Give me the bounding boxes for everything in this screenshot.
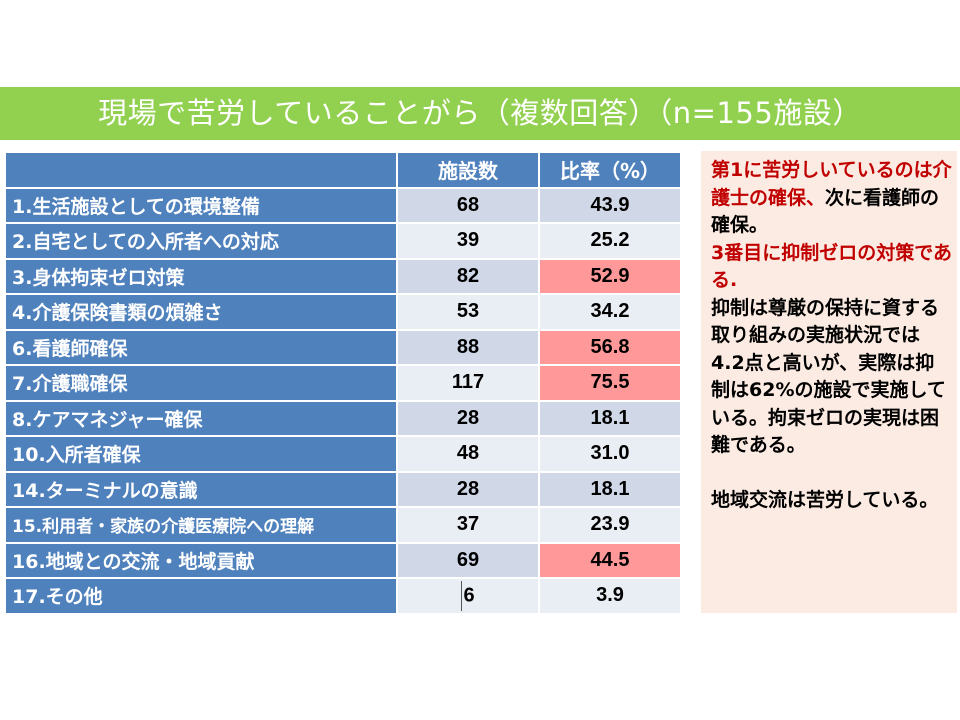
row-label: 2.自宅としての入所者への対応 [4, 222, 398, 260]
title-bar: 現場で苦労していることがら（複数回答）（n=155施設） [0, 87, 960, 140]
row-count-value: 48 [456, 442, 480, 465]
row-count: 88 [396, 328, 540, 366]
note-red-2: 3番目に抑制ゼロの対策である. [711, 241, 953, 292]
row-ratio: 43.9 [538, 186, 682, 224]
table-row: 7.介護職確保 117 75.5 [4, 364, 682, 402]
row-count-value: 69 [456, 548, 480, 571]
header-count: 施設数 [396, 151, 540, 189]
text-cursor [461, 580, 463, 611]
row-label: 16.地域との交流・地域貢献 [4, 541, 398, 579]
row-count: 6 [396, 577, 540, 615]
row-label: 6.看護師確保 [4, 328, 398, 366]
note-line-1: 第1に苦労しいているのは介護士の確保、次に看護師の確保。 [711, 157, 953, 240]
row-ratio: 56.8 [538, 328, 682, 366]
row-count: 82 [396, 257, 540, 295]
row-label: 1.生活施設としての環境整備 [4, 186, 398, 224]
row-ratio: 44.5 [538, 541, 682, 579]
row-label: 15.利用者・家族の介護医療院への理解 [4, 506, 398, 544]
table-header-row: 施設数 比率（%） [4, 151, 682, 189]
row-label: 8.ケアマネジャー確保 [4, 399, 398, 437]
note-black-3: 地域交流は苦労している。 [711, 488, 939, 511]
row-label: 10.入所者確保 [4, 435, 398, 473]
row-count-value: 88 [456, 335, 480, 358]
table-row: 17.その他 6 3.9 [4, 577, 682, 615]
row-count-value: 28 [456, 406, 480, 429]
row-count-value: 53 [456, 300, 480, 323]
row-ratio: 3.9 [538, 577, 682, 615]
row-ratio: 31.0 [538, 435, 682, 473]
row-label: 17.その他 [4, 577, 398, 615]
row-count: 53 [396, 293, 540, 331]
header-ratio: 比率（%） [538, 151, 682, 189]
table-body: 1.生活施設としての環境整備 68 43.9 2.自宅としての入所者への対応 39 25.… [4, 186, 682, 615]
row-count-value: 117 [451, 371, 485, 394]
row-count-value: 28 [456, 477, 480, 500]
note-black-1: 次に看護師の確保。 [711, 186, 940, 237]
table-row: 16.地域との交流・地域貢献 69 44.5 [4, 541, 682, 579]
note-spacer [711, 460, 953, 487]
row-ratio: 34.2 [538, 293, 682, 331]
row-label: 14.ターミナルの意識 [4, 470, 398, 508]
row-count: 28 [396, 399, 540, 437]
survey-table: 施設数 比率（%） 1.生活施設としての環境整備 68 43.9 2.自宅としての入所… [4, 151, 682, 615]
row-count-value: 39 [456, 229, 480, 252]
table-row: 10.入所者確保 48 31.0 [4, 435, 682, 473]
table-row: 1.生活施設としての環境整備 68 43.9 [4, 186, 682, 224]
table-row: 6.看護師確保 88 56.8 [4, 328, 682, 366]
table-row: 4.介護保険書類の煩雑さ 53 34.2 [4, 293, 682, 331]
row-count: 48 [396, 435, 540, 473]
row-count: 68 [396, 186, 540, 224]
slide-title: 現場で苦労していることがら（複数回答）（n=155施設） [98, 96, 862, 130]
note-red-1: 第1に苦労しいているのは介護士の確保、 [711, 159, 952, 209]
table-row: 3.身体拘束ゼロ対策 82 52.9 [4, 257, 682, 295]
table-row: 14.ターミナルの意識 28 18.1 [4, 470, 682, 508]
row-count: 39 [396, 222, 540, 260]
row-ratio: 52.9 [538, 257, 682, 295]
row-count: 69 [396, 541, 540, 579]
row-count-value: 82 [456, 264, 480, 287]
note-black-2: 抑制は尊厳の保持に資する取り組みの実施状況では4.2点と高いが、実際は抑制は62… [711, 296, 946, 457]
row-count: 117 [396, 364, 540, 402]
commentary-box: 第1に苦労しいているのは介護士の確保、次に看護師の確保。 3番目に抑制ゼロの対策… [701, 151, 957, 613]
row-count-value: 68 [456, 193, 480, 216]
row-label: 3.身体拘束ゼロ対策 [4, 257, 398, 295]
table-row: 8.ケアマネジャー確保 28 18.1 [4, 399, 682, 437]
row-label: 7.介護職確保 [4, 364, 398, 402]
row-ratio: 18.1 [538, 399, 682, 437]
row-count-value: 37 [456, 513, 480, 536]
row-ratio: 75.5 [538, 364, 682, 402]
header-item [4, 151, 398, 189]
row-count: 28 [396, 470, 540, 508]
row-count-value: 6 [463, 584, 475, 607]
row-ratio: 23.9 [538, 506, 682, 544]
row-label: 4.介護保険書類の煩雑さ [4, 293, 398, 331]
table-row: 15.利用者・家族の介護医療院への理解 37 23.9 [4, 506, 682, 544]
row-ratio: 18.1 [538, 470, 682, 508]
row-count: 37 [396, 506, 540, 544]
row-ratio: 25.2 [538, 222, 682, 260]
table-row: 2.自宅としての入所者への対応 39 25.2 [4, 222, 682, 260]
